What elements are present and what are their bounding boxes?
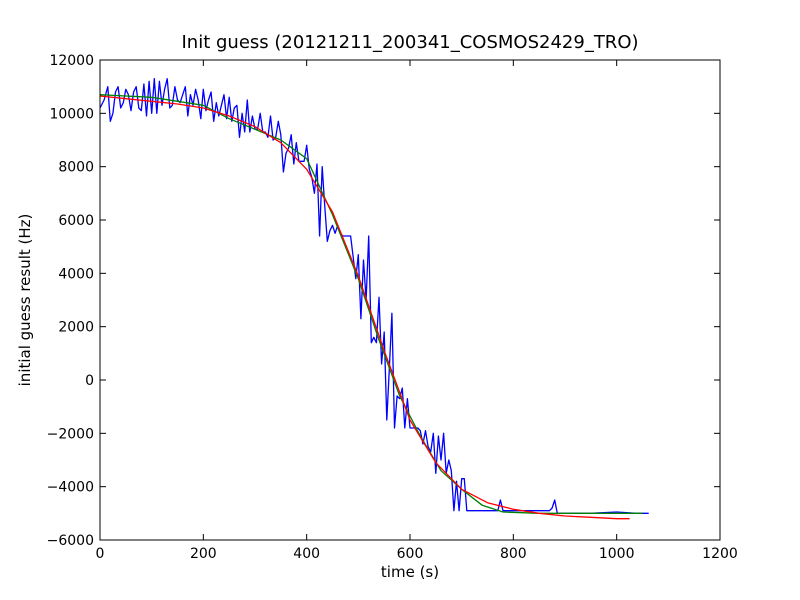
- y-tick-label: −2000: [47, 426, 94, 442]
- series-line-3: [99, 95, 630, 520]
- x-tick-label: 600: [397, 546, 424, 562]
- plot-area: [100, 60, 720, 540]
- x-axis-label: time (s): [381, 563, 439, 581]
- y-tick-label: 0: [85, 373, 94, 389]
- y-tick-label: −4000: [47, 480, 94, 496]
- y-tick-label: 6000: [58, 213, 94, 229]
- y-tick-label: 2000: [58, 320, 94, 336]
- y-tick-label: −6000: [47, 533, 94, 549]
- x-tick-label: 0: [96, 546, 105, 562]
- series-line-1: [99, 78, 649, 514]
- y-tick-label: 10000: [49, 106, 94, 122]
- x-tick-label: 1000: [599, 546, 635, 562]
- x-tick-label: 1200: [702, 546, 738, 562]
- y-tick-label: 8000: [58, 160, 94, 176]
- x-tick-label: 400: [293, 546, 320, 562]
- x-tick-label: 200: [190, 546, 217, 562]
- y-axis-label: initial guess result (Hz): [16, 214, 34, 387]
- tick-layer: 0 200 400 600 800 1000 1200 12000 10000 8000 6000 4…: [47, 53, 738, 562]
- x-tick-label: 800: [500, 546, 527, 562]
- series-layer: [99, 78, 649, 520]
- chart-title: Init guess (20121211_200341_COSMOS2429_T…: [181, 32, 638, 53]
- y-tick-label: 4000: [58, 266, 94, 282]
- series-line-2: [99, 94, 643, 514]
- y-tick-label: 12000: [49, 53, 94, 69]
